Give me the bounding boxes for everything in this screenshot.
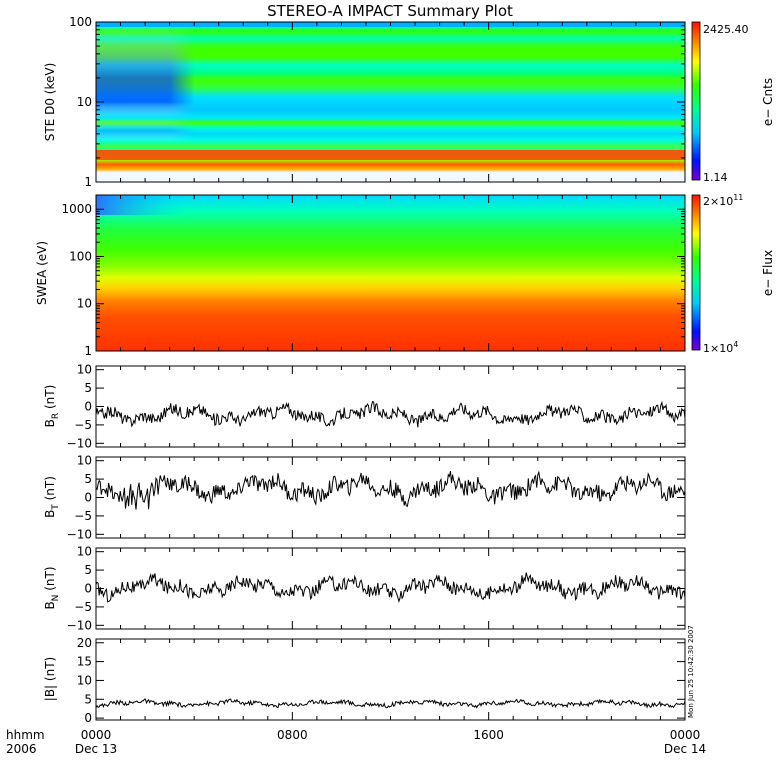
br-ytick-label: 5 <box>84 381 92 395</box>
bmag-y-label: |B| (nT) <box>43 657 57 701</box>
bn-ytick-label: 5 <box>84 563 92 577</box>
swea-early-high-energy <box>96 195 186 215</box>
bn-ytick-label: 0 <box>84 582 92 596</box>
swea-y-label: SWEA (eV) <box>35 241 49 305</box>
swea-colorbar-max: 2×1011 <box>703 193 743 208</box>
time-tick-label: 1600 <box>473 728 504 742</box>
bmag-frame <box>95 638 686 721</box>
bt-trace <box>96 470 685 510</box>
ste-colorbar-max: 2425.40 <box>703 23 749 36</box>
bt-y-axis: 10 5 0 −5 −10 <box>67 454 686 541</box>
time-tick-label: 0800 <box>277 728 308 742</box>
bn-y-axis: 10 5 0 −5 −10 <box>67 545 686 632</box>
plot-title: STEREO-A IMPACT Summary Plot <box>267 2 513 20</box>
generation-timestamp: Mon Jun 25 10:42:30 2007 <box>687 625 695 718</box>
br-trace <box>96 400 685 428</box>
time-tick-date: Dec 14 <box>664 742 706 756</box>
br-ytick-label: 10 <box>77 363 92 377</box>
bt-y-label: BT (nT) <box>43 476 61 518</box>
bmag-trace <box>96 698 685 709</box>
bt-ytick-label: −5 <box>74 509 92 523</box>
time-axis-year-label: 2006 <box>6 742 37 756</box>
swea-colorbar <box>691 194 701 351</box>
bn-ytick-label: −5 <box>74 600 92 614</box>
time-axis-hhmm-label: hhmm <box>6 728 45 742</box>
br-ytick-label: −5 <box>74 418 92 432</box>
bt-ytick-label: 0 <box>84 491 92 505</box>
bn-ytick-label: −10 <box>67 618 92 632</box>
time-tick-date: Dec 13 <box>75 742 117 756</box>
ste-ytick-label: 1 <box>84 175 92 189</box>
swea-colorbar-label: e− Flux <box>761 250 775 296</box>
ste-colorbar-min: 1.14 <box>703 171 728 184</box>
br-ytick-label: −10 <box>67 436 92 450</box>
swea-ytick-label: 10 <box>77 297 92 311</box>
bn-panel: 10 5 0 −5 −10 BN (nT) <box>43 545 686 632</box>
ste-ytick-label: 100 <box>69 15 92 29</box>
bmag-panel: 20 15 10 5 0 |B| (nT) <box>43 636 686 725</box>
bmag-ytick-label: 15 <box>77 655 92 669</box>
br-y-label: BR (nT) <box>43 385 61 428</box>
swea-colorbar-min: 1×104 <box>703 340 738 355</box>
bmag-y-axis: 20 15 10 5 0 <box>77 636 686 725</box>
bt-panel: 10 5 0 −5 −10 BT (nT) <box>43 454 686 541</box>
ste-colorbar <box>691 21 701 181</box>
swea-panel: 1 10 100 1000 SWEA (eV) 2×1011 1×104 e− Flu… <box>35 193 775 358</box>
bn-y-label: BN (nT) <box>43 566 61 609</box>
br-frame <box>95 365 686 448</box>
swea-ytick-label: 1000 <box>61 202 92 216</box>
time-tick-label: 0000 <box>81 728 112 742</box>
br-panel: 10 5 0 −5 −10 BR (nT) <box>43 363 686 450</box>
bmag-ytick-label: 10 <box>77 673 92 687</box>
bt-frame <box>95 456 686 539</box>
ste-y-label: STE D0 (keV) <box>43 63 57 142</box>
bt-ytick-label: 5 <box>84 472 92 486</box>
swea-spectrogram <box>96 195 685 351</box>
swea-ytick-label: 1 <box>84 344 92 358</box>
ste-y-axis: 1 10 100 <box>69 15 686 189</box>
bn-trace <box>96 572 685 603</box>
bmag-ytick-label: 20 <box>77 636 92 650</box>
bmag-ytick-label: 0 <box>84 711 92 725</box>
ste-colorbar-label: e− Cnts <box>761 78 775 126</box>
bmag-ytick-label: 5 <box>84 692 92 706</box>
ste-ytick-label: 10 <box>77 95 92 109</box>
br-ytick-label: 0 <box>84 400 92 414</box>
swea-y-axis: 1 10 100 1000 <box>61 194 686 358</box>
time-tick-label: 0000 <box>670 728 701 742</box>
bn-ytick-label: 10 <box>77 545 92 559</box>
bt-ytick-label: −10 <box>67 527 92 541</box>
ste-panel: 1 10 100 STE D0 (keV) 2425.40 1.14 e− Cnts <box>43 15 775 189</box>
swea-ytick-label: 100 <box>69 249 92 263</box>
br-y-axis: 10 5 0 −5 −10 <box>67 363 686 450</box>
ste-low-energy-band <box>96 150 685 160</box>
bt-ytick-label: 10 <box>77 454 92 468</box>
